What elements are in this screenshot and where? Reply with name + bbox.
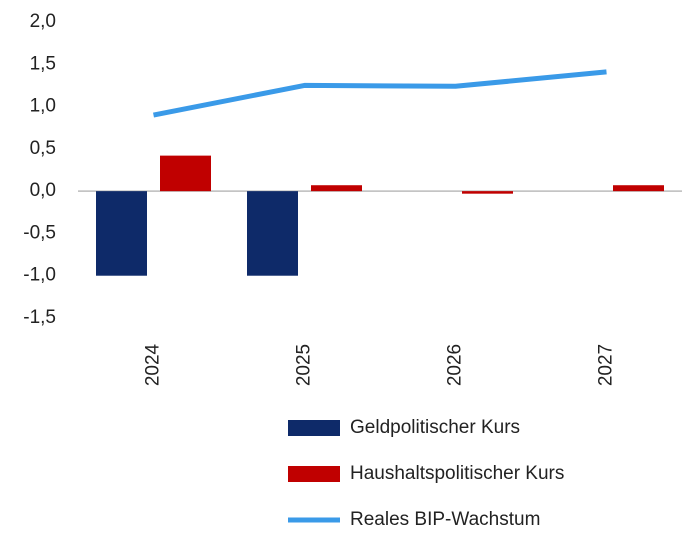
bar	[247, 191, 298, 276]
line	[153, 69, 607, 118]
x-tick-label: 2024	[143, 343, 164, 386]
x-tick-label: 2027	[596, 344, 617, 386]
y-tick-label: -0,5	[23, 222, 56, 243]
legend-label: Reales BIP-Wachstum	[350, 509, 540, 530]
bar	[613, 185, 664, 192]
y-tick-label: 1,5	[30, 53, 56, 74]
legend-swatch	[288, 420, 340, 436]
x-tick-label: 2025	[294, 344, 315, 386]
y-tick-label: -1,5	[23, 307, 56, 328]
bar	[462, 191, 513, 194]
bar	[311, 185, 362, 192]
y-tick-label: 2,0	[30, 11, 56, 32]
legend-label: Haushaltspolitischer Kurs	[350, 463, 564, 484]
y-tick-label: 0,5	[30, 138, 56, 159]
x-tick-label: 2026	[445, 344, 466, 386]
bar	[96, 191, 147, 276]
y-tick-label: 0,0	[30, 180, 56, 201]
legend-swatch	[288, 466, 340, 482]
y-tick-label: 1,0	[30, 96, 56, 117]
legend-label: Geldpolitischer Kurs	[350, 417, 520, 438]
y-tick-label: -1,0	[23, 265, 56, 286]
bar	[160, 155, 211, 192]
